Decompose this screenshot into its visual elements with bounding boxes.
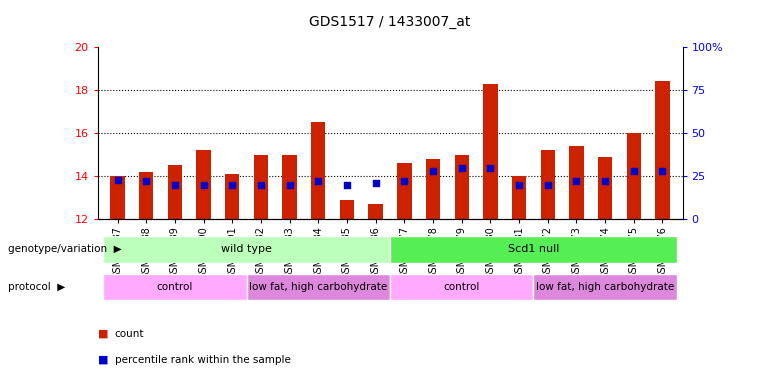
Point xyxy=(255,182,268,188)
Point xyxy=(628,168,640,174)
Bar xyxy=(368,204,383,219)
Point xyxy=(370,180,382,186)
Bar xyxy=(168,165,182,219)
Bar xyxy=(390,274,534,300)
Bar xyxy=(541,150,555,219)
Bar xyxy=(512,176,526,219)
Text: protocol  ▶: protocol ▶ xyxy=(8,282,65,292)
Point xyxy=(484,165,497,171)
Point xyxy=(541,182,554,188)
Point xyxy=(226,182,239,188)
Bar xyxy=(111,176,125,219)
Text: ■: ■ xyxy=(98,329,108,339)
Bar xyxy=(246,274,390,300)
Bar xyxy=(197,150,211,219)
Bar xyxy=(390,236,677,262)
Bar xyxy=(426,159,440,219)
Bar xyxy=(340,200,354,219)
Point xyxy=(112,177,124,183)
Bar xyxy=(225,174,239,219)
Bar xyxy=(103,274,246,300)
Bar xyxy=(569,146,583,219)
Bar xyxy=(598,157,612,219)
Text: GDS1517 / 1433007_at: GDS1517 / 1433007_at xyxy=(310,15,470,29)
Text: ■: ■ xyxy=(98,355,108,365)
Point xyxy=(341,182,353,188)
Bar xyxy=(139,172,154,219)
Point xyxy=(570,178,583,184)
Point xyxy=(427,168,439,174)
Point xyxy=(599,178,612,184)
Text: count: count xyxy=(115,329,144,339)
Point xyxy=(283,182,296,188)
Text: wild type: wild type xyxy=(222,244,272,254)
Text: control: control xyxy=(444,282,480,292)
Text: control: control xyxy=(157,282,193,292)
Text: percentile rank within the sample: percentile rank within the sample xyxy=(115,355,290,365)
Point xyxy=(456,165,468,171)
Point xyxy=(512,182,525,188)
Bar xyxy=(626,133,641,219)
Text: genotype/variation  ▶: genotype/variation ▶ xyxy=(8,244,122,254)
Bar xyxy=(282,154,297,219)
Point xyxy=(656,168,668,174)
Bar xyxy=(534,274,677,300)
Bar xyxy=(103,236,390,262)
Point xyxy=(168,182,181,188)
Point xyxy=(140,178,153,184)
Bar xyxy=(483,84,498,219)
Text: low fat, high carbohydrate: low fat, high carbohydrate xyxy=(536,282,674,292)
Bar xyxy=(311,122,325,219)
Bar xyxy=(655,81,669,219)
Bar xyxy=(397,164,412,219)
Point xyxy=(197,182,210,188)
Text: low fat, high carbohydrate: low fat, high carbohydrate xyxy=(249,282,388,292)
Point xyxy=(312,178,324,184)
Text: Scd1 null: Scd1 null xyxy=(508,244,559,254)
Point xyxy=(398,178,410,184)
Bar xyxy=(455,154,469,219)
Bar xyxy=(254,154,268,219)
